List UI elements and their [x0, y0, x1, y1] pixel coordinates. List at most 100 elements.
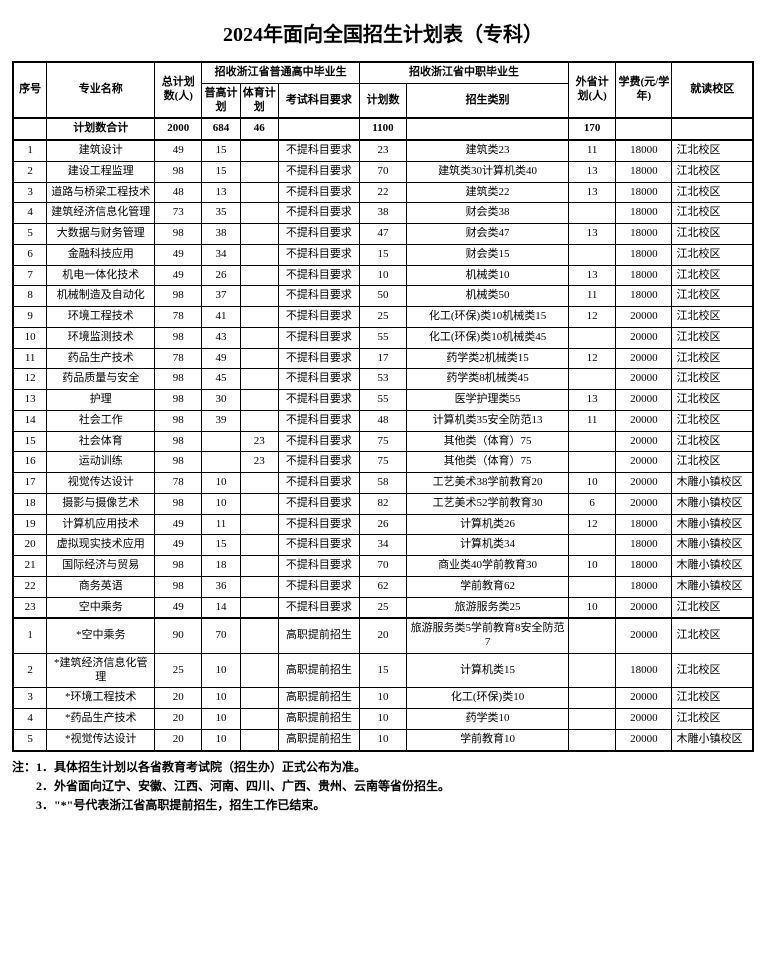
cell-zzc: 62: [359, 576, 406, 597]
cell-major: 摄影与摄像艺术: [47, 493, 155, 514]
cell-fee: 18000: [616, 556, 672, 577]
cell-exam: 不提科目要求: [278, 265, 359, 286]
cell-oth: [569, 535, 616, 556]
cell-fee: 20000: [616, 410, 672, 431]
h-seq: 序号: [13, 62, 47, 118]
cell-zzc: 50: [359, 286, 406, 307]
cell-camp: 江北校区: [672, 203, 753, 224]
table-row: 22商务英语9836不提科目要求62学前教育6218000木雕小镇校区: [13, 576, 753, 597]
cell-fee: 20000: [616, 307, 672, 328]
cell-exam: 不提科目要求: [278, 410, 359, 431]
cell-major: *空中乘务: [47, 618, 155, 653]
cell-ty: [240, 265, 278, 286]
cell-zzt: 财会类47: [407, 224, 569, 245]
cell-major: 商务英语: [47, 576, 155, 597]
table-row: 11药品生产技术7849不提科目要求17药学类2机械类151220000江北校区: [13, 348, 753, 369]
cell-pg: [202, 431, 240, 452]
cell-zzc: 17: [359, 348, 406, 369]
cell-ty: [240, 390, 278, 411]
cell-oth: 10: [569, 597, 616, 618]
cell-pg: 38: [202, 224, 240, 245]
cell-camp: 江北校区: [672, 224, 753, 245]
cell-ty: [240, 709, 278, 730]
cell-exam: 不提科目要求: [278, 597, 359, 618]
cell-exam: 高职提前招生: [278, 688, 359, 709]
cell-ty: [240, 327, 278, 348]
cell-fee: 18000: [616, 161, 672, 182]
totals-tiyu: 46: [240, 118, 278, 140]
cell-total: 49: [155, 244, 202, 265]
cell-zzc: 25: [359, 307, 406, 328]
table-row: 3*环境工程技术2010高职提前招生10化工(环保)类1020000江北校区: [13, 688, 753, 709]
cell-major: 药品质量与安全: [47, 369, 155, 390]
totals-zzcount: 1100: [359, 118, 406, 140]
cell-zzc: 58: [359, 473, 406, 494]
table-row: 18摄影与摄像艺术9810不提科目要求82工艺美术52学前教育30620000木…: [13, 493, 753, 514]
cell-pg: 10: [202, 729, 240, 750]
cell-major: 社会工作: [47, 410, 155, 431]
cell-total: 48: [155, 182, 202, 203]
table-row: 15社会体育9823不提科目要求75其他类（体育）7520000江北校区: [13, 431, 753, 452]
cell-fee: 20000: [616, 369, 672, 390]
cell-fee: 20000: [616, 473, 672, 494]
cell-exam: 不提科目要求: [278, 473, 359, 494]
cell-zzc: 10: [359, 265, 406, 286]
table-row: 19计算机应用技术4911不提科目要求26计算机类261218000木雕小镇校区: [13, 514, 753, 535]
cell-zzt: 计算机类34: [407, 535, 569, 556]
cell-camp: 木雕小镇校区: [672, 514, 753, 535]
cell-exam: 不提科目要求: [278, 182, 359, 203]
cell-oth: [569, 688, 616, 709]
table-row: 8机械制造及自动化9837不提科目要求50机械类501118000江北校区: [13, 286, 753, 307]
table-row: 21国际经济与贸易9818不提科目要求70商业类40学前教育301018000木…: [13, 556, 753, 577]
cell-n: 11: [13, 348, 47, 369]
cell-fee: 18000: [616, 140, 672, 161]
totals-label: 计划数合计: [47, 118, 155, 140]
cell-exam: 不提科目要求: [278, 452, 359, 473]
cell-camp: 江北校区: [672, 410, 753, 431]
cell-ty: [240, 514, 278, 535]
cell-zzc: 75: [359, 452, 406, 473]
cell-total: 98: [155, 493, 202, 514]
cell-zzt: 工艺美术52学前教育30: [407, 493, 569, 514]
h-zj-gaozhong: 招收浙江省普通高中毕业生: [202, 62, 359, 83]
cell-major: 机电一体化技术: [47, 265, 155, 286]
cell-n: 22: [13, 576, 47, 597]
cell-major: 金融科技应用: [47, 244, 155, 265]
cell-oth: 12: [569, 307, 616, 328]
cell-major: *建筑经济信息化管理: [47, 653, 155, 688]
table-row: 10环境监测技术9843不提科目要求55化工(环保)类10机械类4520000江…: [13, 327, 753, 348]
cell-fee: 18000: [616, 244, 672, 265]
cell-total: 20: [155, 688, 202, 709]
h-tiyu: 体育计划: [240, 83, 278, 118]
cell-total: 90: [155, 618, 202, 653]
cell-fee: 20000: [616, 597, 672, 618]
cell-n: 2: [13, 653, 47, 688]
cell-oth: [569, 203, 616, 224]
cell-pg: 37: [202, 286, 240, 307]
cell-total: 98: [155, 431, 202, 452]
cell-n: 14: [13, 410, 47, 431]
table-row: 1建筑设计4915不提科目要求23建筑类231118000江北校区: [13, 140, 753, 161]
table-row: 9环境工程技术7841不提科目要求25化工(环保)类10机械类151220000…: [13, 307, 753, 328]
cell-pg: 41: [202, 307, 240, 328]
totals-blank1: [13, 118, 47, 140]
cell-oth: 13: [569, 182, 616, 203]
cell-ty: [240, 473, 278, 494]
cell-pg: 35: [202, 203, 240, 224]
cell-ty: 23: [240, 431, 278, 452]
cell-pg: 10: [202, 493, 240, 514]
cell-exam: 不提科目要求: [278, 431, 359, 452]
cell-oth: 11: [569, 410, 616, 431]
cell-zzc: 70: [359, 556, 406, 577]
cell-zzc: 34: [359, 535, 406, 556]
note-1: 注：1．具体招生计划以各省教育考试院（招生办）正式公布为准。: [12, 758, 754, 777]
cell-zzt: 学前教育62: [407, 576, 569, 597]
cell-major: 建筑经济信息化管理: [47, 203, 155, 224]
cell-major: 建设工程监理: [47, 161, 155, 182]
h-tuition: 学费(元/学年): [616, 62, 672, 118]
cell-exam: 高职提前招生: [278, 709, 359, 730]
cell-camp: 江北校区: [672, 244, 753, 265]
cell-fee: 20000: [616, 493, 672, 514]
cell-major: 视觉传达设计: [47, 473, 155, 494]
cell-exam: 不提科目要求: [278, 514, 359, 535]
